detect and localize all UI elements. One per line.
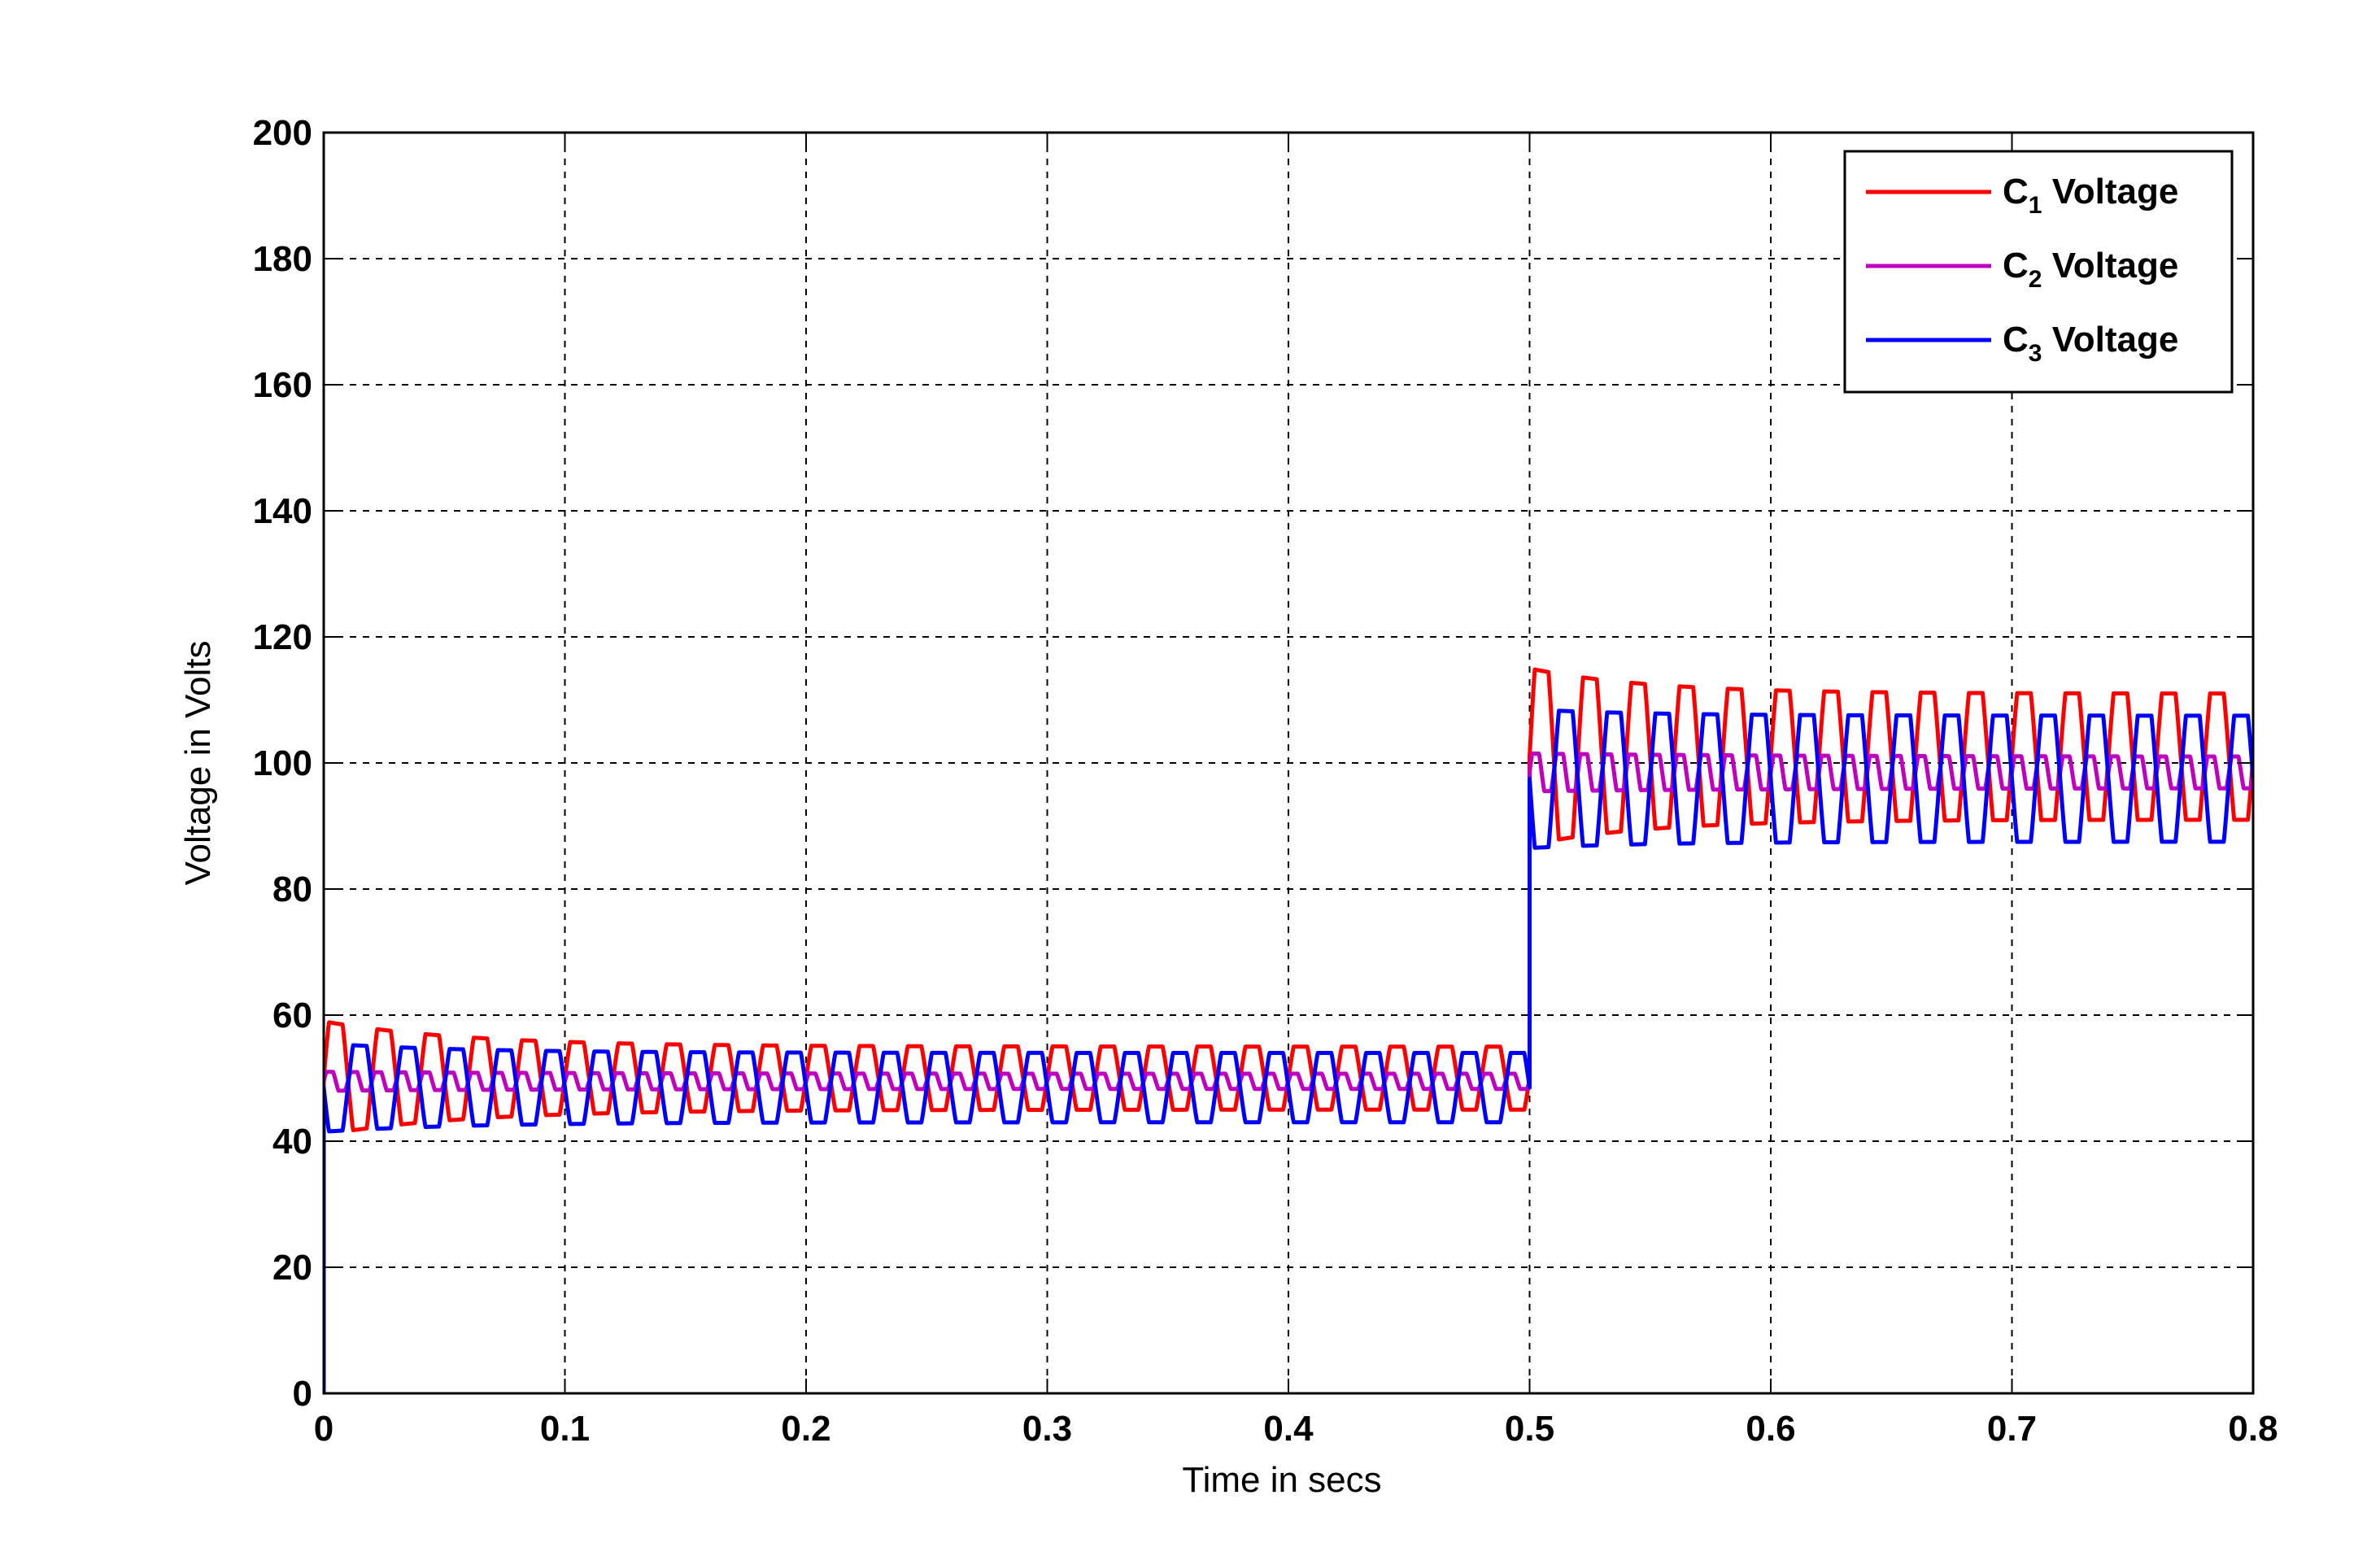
legend-label: C3 Voltage	[2003, 320, 2178, 367]
x-tick-label: 0.2	[781, 1409, 830, 1449]
x-tick-label: 0.7	[1987, 1409, 2037, 1449]
y-tick-label: 180	[253, 239, 312, 279]
y-tick-label: 200	[253, 113, 312, 153]
x-tick-label: 0.3	[1022, 1409, 1072, 1449]
x-tick-label: 0	[314, 1409, 333, 1449]
y-tick-label: 120	[253, 617, 312, 657]
legend-label: C2 Voltage	[2003, 246, 2178, 293]
y-tick-label: 100	[253, 743, 312, 783]
axis-ticks	[323, 132, 2254, 1394]
y-tick-label: 40	[272, 1122, 312, 1162]
x-tick-label: 0.5	[1505, 1409, 1554, 1449]
y-tick-label: 160	[253, 365, 312, 405]
legend-label: C1 Voltage	[2003, 172, 2178, 219]
series-lines	[324, 667, 2253, 1393]
y-tick-label: 20	[272, 1248, 312, 1288]
y-tick-label: 80	[272, 870, 312, 909]
x-tick-label: 0.6	[1746, 1409, 1795, 1449]
x-tick-label: 0.4	[1263, 1409, 1314, 1449]
y-tick-label: 60	[272, 996, 312, 1035]
legend: C1 Voltage C2 Voltage C3 Voltage	[1843, 150, 2234, 394]
x-tick-label: 0.8	[2228, 1409, 2278, 1449]
x-tick-label: 0.1	[540, 1409, 590, 1449]
x-axis-tick-labels: 0 0.1 0.2 0.3 0.4 0.5 0.6 0.7 0.8	[314, 1409, 2278, 1449]
grid-lines	[324, 133, 2253, 1393]
x-axis-label: Time in secs	[1182, 1460, 1381, 1500]
series-line-3	[324, 708, 2253, 1393]
y-tick-label: 0	[293, 1374, 312, 1414]
y-axis-label: Voltage in Volts	[178, 641, 218, 886]
y-axis-tick-labels: 0 20 40 60 80 100 120 140 160 180 200	[253, 113, 312, 1414]
y-tick-label: 140	[253, 491, 312, 531]
